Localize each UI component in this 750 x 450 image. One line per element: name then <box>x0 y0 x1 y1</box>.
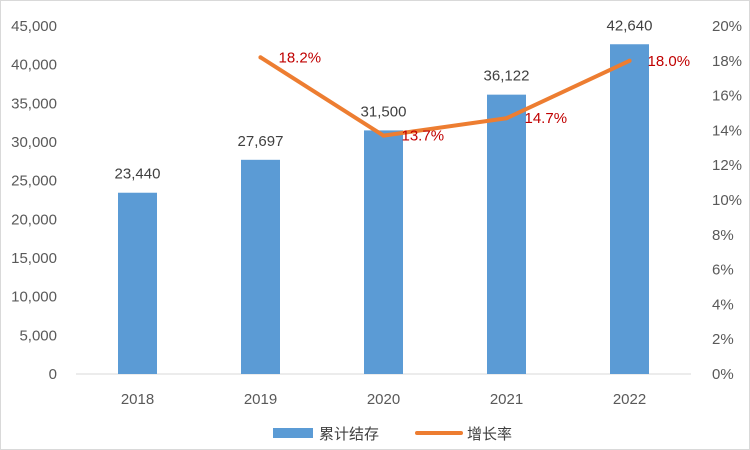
right-tick-label: 4% <box>712 296 734 313</box>
line-data-label: 13.7% <box>402 128 445 145</box>
legend-line-label: 增长率 <box>467 425 512 443</box>
category-label: 2018 <box>121 391 154 408</box>
left-tick-label: 35,000 <box>11 95 57 112</box>
bar-data-label: 27,697 <box>238 133 284 150</box>
bar-data-label: 31,500 <box>361 103 407 120</box>
right-tick-label: 18% <box>712 53 742 70</box>
category-label: 2021 <box>490 391 523 408</box>
bar-data-label: 42,640 <box>607 17 653 34</box>
left-tick-label: 5,000 <box>19 327 57 344</box>
line-point <box>381 133 386 138</box>
right-tick-label: 16% <box>712 88 742 105</box>
left-tick-label: 0 <box>49 366 57 383</box>
category-label: 2022 <box>613 391 646 408</box>
bar <box>487 94 526 375</box>
right-tick-label: 20% <box>712 18 742 35</box>
category-label: 2019 <box>244 391 277 408</box>
line-data-labels: 18.2% 13.7% 14.7% 18.0% <box>279 49 691 144</box>
bar-data-label: 23,440 <box>115 166 161 183</box>
right-tick-label: 2% <box>712 331 734 348</box>
category-axis-labels: 2018 2019 2020 2021 2022 <box>121 391 646 408</box>
growth-line <box>258 55 632 138</box>
legend-bar-swatch <box>273 428 313 438</box>
right-axis-ticks: 0% 2% 4% 6% 8% 10% 12% 14% 16% 18% 20% <box>712 18 742 383</box>
bar <box>610 44 649 374</box>
right-tick-label: 14% <box>712 122 742 139</box>
left-tick-label: 10,000 <box>11 289 57 306</box>
left-tick-label: 25,000 <box>11 173 57 190</box>
right-tick-label: 0% <box>712 366 734 383</box>
left-tick-label: 40,000 <box>11 57 57 74</box>
legend: 累计结存 增长率 <box>273 425 512 443</box>
line-data-label: 14.7% <box>525 110 568 127</box>
left-tick-label: 15,000 <box>11 250 57 267</box>
bar-data-label: 36,122 <box>484 68 530 85</box>
left-tick-label: 45,000 <box>11 18 57 35</box>
line-data-label: 18.2% <box>279 49 322 66</box>
line-point <box>504 116 509 121</box>
line-point <box>258 55 263 60</box>
category-label: 2020 <box>367 391 400 408</box>
bar <box>241 159 280 374</box>
line-data-label: 18.0% <box>648 53 691 70</box>
left-tick-label: 20,000 <box>11 211 57 228</box>
bar-series <box>118 44 649 375</box>
bar <box>364 130 403 374</box>
left-tick-label: 30,000 <box>11 134 57 151</box>
right-tick-label: 10% <box>712 192 742 209</box>
right-tick-label: 6% <box>712 262 734 279</box>
right-tick-label: 8% <box>712 227 734 244</box>
bar-data-labels: 23,440 27,697 31,500 36,122 42,640 <box>115 17 653 182</box>
line-point <box>627 58 632 63</box>
left-axis-ticks: 0 5,000 10,000 15,000 20,000 25,000 30,000 35,0… <box>11 18 57 383</box>
bar <box>118 192 157 374</box>
legend-bar-label: 累计结存 <box>319 425 379 443</box>
line-series <box>258 55 632 138</box>
right-tick-label: 12% <box>712 157 742 174</box>
